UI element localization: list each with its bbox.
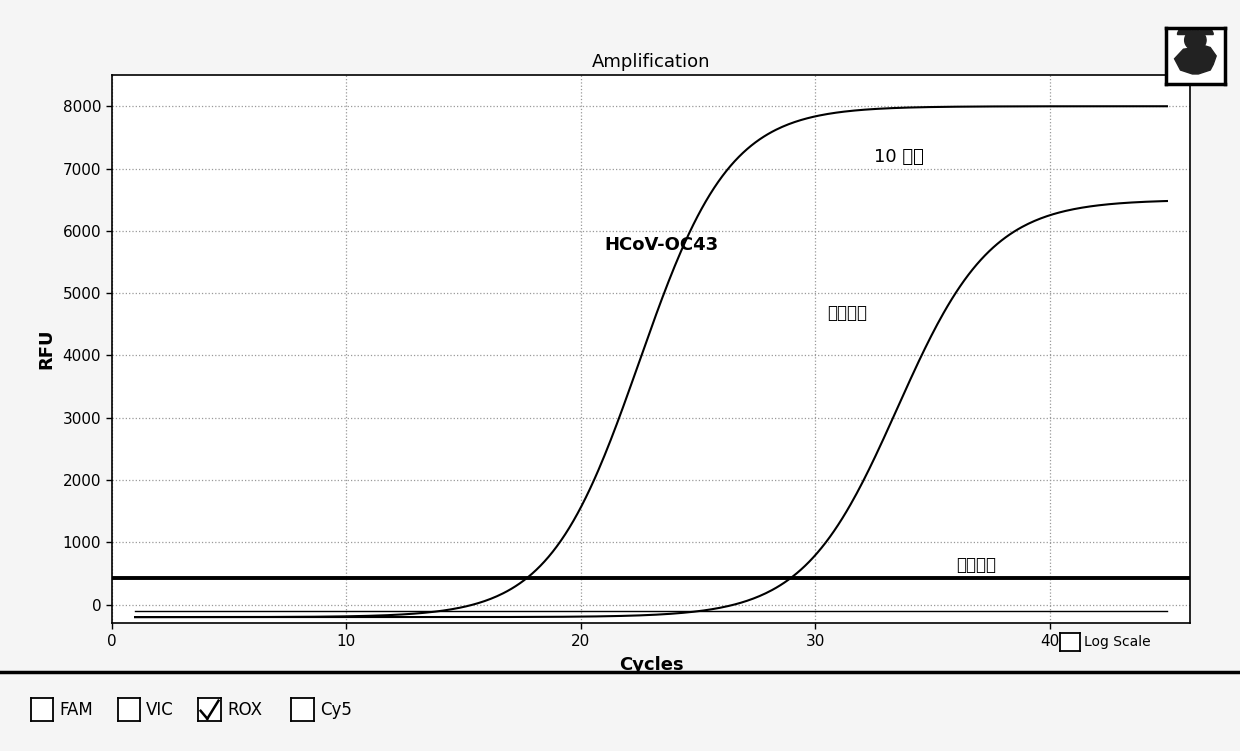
Text: HCoV-OC43: HCoV-OC43 — [604, 236, 718, 254]
Wedge shape — [1199, 28, 1213, 35]
Text: ROX: ROX — [227, 701, 262, 719]
Text: FAM: FAM — [60, 701, 93, 719]
X-axis label: Cycles: Cycles — [619, 656, 683, 674]
Circle shape — [1184, 30, 1207, 50]
Polygon shape — [1174, 45, 1216, 74]
Text: VIC: VIC — [146, 701, 174, 719]
Wedge shape — [1178, 28, 1192, 35]
Text: Log Scale: Log Scale — [1084, 635, 1151, 649]
Title: Amplification: Amplification — [591, 53, 711, 71]
Y-axis label: RFU: RFU — [37, 329, 56, 369]
Text: 10 拷贝: 10 拷贝 — [874, 148, 924, 166]
Text: Cy5: Cy5 — [320, 701, 352, 719]
Text: 阳性质控: 阳性质控 — [827, 304, 867, 322]
Text: 阴性质控: 阴性质控 — [956, 556, 996, 574]
